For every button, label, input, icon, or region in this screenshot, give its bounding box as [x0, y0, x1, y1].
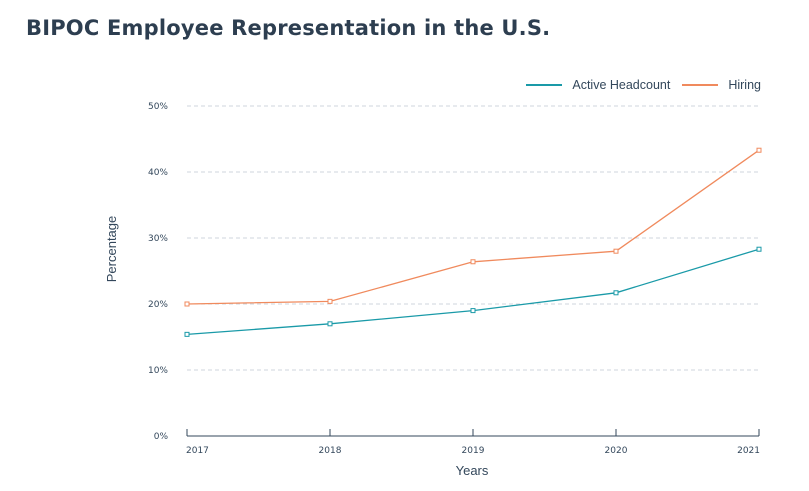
point-active-headcount-2020: [613, 290, 619, 296]
legend-label-hiring: Hiring: [728, 78, 761, 92]
point-hiring-2018: [327, 298, 333, 304]
legend-swatch-hiring: [682, 84, 719, 86]
y-tick-label-10: 10%: [148, 366, 168, 376]
x-tick-label-2017: 2017: [186, 446, 209, 456]
chart-legend: Active Headcount Hiring: [526, 78, 761, 92]
point-hiring-2021: [756, 147, 762, 153]
point-hiring-2017: [184, 301, 190, 307]
y-tick-label-40: 40%: [148, 168, 168, 178]
point-active-headcount-2019: [470, 308, 476, 314]
series-lines: [184, 147, 762, 337]
y-tick-label-50: 50%: [148, 102, 168, 112]
x-tick-label-2018: 2018: [319, 446, 342, 456]
point-active-headcount-2021: [756, 246, 762, 252]
series-line-hiring: [186, 149, 760, 305]
x-tick-label-2020: 2020: [605, 446, 628, 456]
legend-item-active-headcount[interactable]: Active Headcount: [526, 78, 670, 92]
point-active-headcount-2018: [327, 321, 333, 327]
y-axis-title: Percentage: [104, 216, 119, 283]
point-active-headcount-2017: [184, 331, 190, 337]
legend-item-hiring[interactable]: Hiring: [682, 78, 761, 92]
x-tick-label-2021: 2021: [737, 446, 760, 456]
legend-swatch-active-headcount: [526, 84, 563, 86]
chart-title: BIPOC Employee Representation in the U.S…: [26, 16, 551, 40]
gridlines: [187, 105, 759, 371]
y-tick-label-30: 30%: [148, 234, 168, 244]
point-hiring-2019: [470, 259, 476, 265]
y-axis-ticks: 0% 10% 20% 30% 40% 50%: [148, 102, 168, 442]
point-hiring-2020: [613, 248, 619, 254]
x-axis-title: Years: [456, 463, 489, 478]
legend-label-active-headcount: Active Headcount: [572, 78, 671, 92]
y-tick-label-20: 20%: [148, 300, 168, 310]
x-tick-label-2019: 2019: [462, 446, 485, 456]
y-tick-label-0: 0%: [154, 432, 169, 442]
x-axis: 2017 2018 2019 2020 2021: [186, 429, 760, 456]
